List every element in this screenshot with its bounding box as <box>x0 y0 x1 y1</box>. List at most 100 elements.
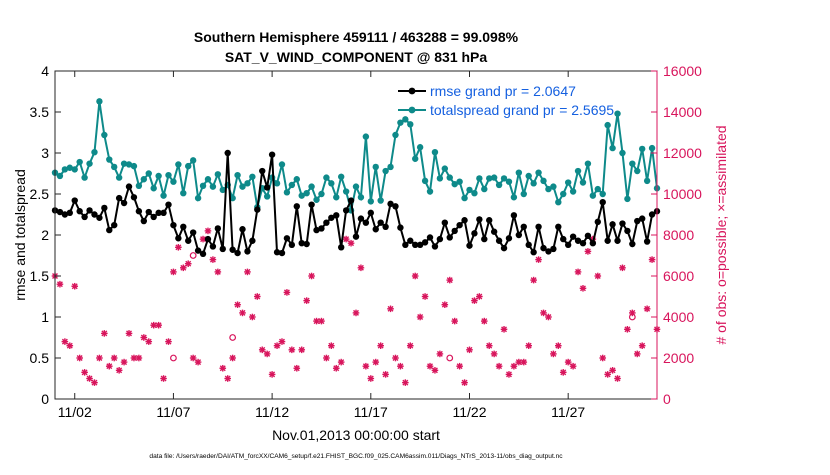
series-point-rmse <box>323 219 330 226</box>
series-point-rmse <box>273 249 281 256</box>
y-tick-label-left: 0 <box>41 391 49 407</box>
series-point-spread <box>180 189 187 197</box>
series-point-rmse <box>106 226 113 234</box>
series-point-spread <box>638 145 646 153</box>
series-point-rmse <box>505 235 513 242</box>
marker-stroke <box>505 371 512 378</box>
marker-stroke <box>234 301 241 308</box>
marker-stroke <box>481 318 488 325</box>
obs-assimilated-marker <box>194 358 202 366</box>
series-point-rmse <box>436 235 444 243</box>
series-point-rmse <box>234 249 241 257</box>
series-point-spread <box>456 178 463 185</box>
obs-assimilated-marker <box>125 330 133 337</box>
obs-assimilated-marker <box>609 367 616 374</box>
y-tick-label-right: 2000 <box>663 350 694 366</box>
x-tick-label: 11/17 <box>354 404 388 420</box>
obs-assimilated-marker <box>298 346 306 354</box>
marker-stroke <box>451 318 458 325</box>
series-point-spread <box>451 180 458 188</box>
series-point-rmse <box>387 200 394 208</box>
obs-assimilated-marker <box>495 362 503 370</box>
series-point-spread <box>357 194 365 201</box>
series-point-spread <box>515 169 523 176</box>
obs-assimilated-marker <box>175 244 182 251</box>
series-point-spread <box>500 175 508 182</box>
obs-assimilated-marker <box>199 235 207 243</box>
series-point-spread <box>199 182 207 189</box>
marker-stroke <box>288 346 295 353</box>
obs-assimilated-marker <box>357 264 365 272</box>
marker-stroke <box>338 359 345 366</box>
obs-assimilated-marker <box>530 276 537 284</box>
marker-stroke <box>323 355 330 361</box>
obs-assimilated-marker <box>624 326 631 333</box>
obs-assimilated-marker <box>140 334 148 341</box>
series-point-rmse <box>589 240 597 247</box>
series-point-rmse <box>451 227 458 235</box>
marker-stroke <box>560 369 567 376</box>
marker-stroke <box>510 363 517 370</box>
marker-stroke <box>175 244 182 251</box>
marker-stroke <box>190 355 197 361</box>
marker-stroke <box>624 326 631 333</box>
series-point-spread <box>249 173 256 180</box>
obs-assimilated-marker <box>402 379 409 386</box>
series-point-rmse <box>328 214 335 221</box>
obs-assimilated-marker <box>249 313 256 321</box>
marker-stroke <box>239 309 246 316</box>
marker-stroke <box>417 314 424 320</box>
series-point-spread <box>481 185 488 193</box>
data-file-footer: data file: /Users/raeder/DAI/ATM_forcXX/… <box>149 453 563 460</box>
marker-stroke <box>279 338 285 345</box>
marker-stroke <box>71 283 78 290</box>
obs-assimilated-marker <box>273 342 281 349</box>
obs-assimilated-marker <box>71 282 79 290</box>
series-point-spread <box>407 121 414 128</box>
series-point-rmse <box>170 221 177 229</box>
obs-assimilated-marker <box>258 346 266 354</box>
marker-stroke <box>180 264 187 271</box>
marker-stroke <box>446 277 453 284</box>
series-point-spread <box>244 180 251 187</box>
marker-stroke <box>150 322 157 329</box>
series-point-spread <box>155 172 162 180</box>
obs-assimilated-marker <box>525 342 533 349</box>
series-point-spread <box>387 163 394 171</box>
series-point-rmse <box>461 217 468 224</box>
series-point-rmse <box>111 221 118 229</box>
series-point-rmse <box>130 194 138 201</box>
obs-assimilated-marker <box>564 358 572 366</box>
obs-assimilated-marker <box>219 364 227 372</box>
marker-stroke <box>106 363 113 370</box>
series-point-rmse <box>244 248 251 255</box>
series-point-rmse <box>569 233 577 240</box>
obs-assimilated-marker <box>594 272 602 280</box>
series-point-rmse <box>648 211 656 218</box>
series-point-spread <box>392 131 399 139</box>
series-point-rmse <box>185 237 192 244</box>
obs-assimilated-marker <box>426 362 434 370</box>
series-point-rmse <box>392 203 399 210</box>
marker-stroke <box>209 256 216 263</box>
series-point-rmse <box>599 199 606 206</box>
series-point-spread <box>476 175 483 182</box>
chart-title-line1: Southern Hemisphere 459111 / 463288 = 99… <box>194 29 519 45</box>
series-point-rmse <box>416 241 424 249</box>
series-point-rmse <box>446 234 453 241</box>
series-point-spread <box>288 181 296 189</box>
marker-stroke <box>436 350 443 357</box>
obs-assimilated-marker <box>446 276 454 284</box>
obs-assimilated-marker <box>105 362 113 370</box>
y-tick-label-left: 3.5 <box>30 104 50 120</box>
series-point-spread <box>574 167 582 175</box>
marker-stroke <box>318 318 325 325</box>
marker-stroke <box>515 359 522 366</box>
obs-assimilated-marker <box>604 371 611 378</box>
series-point-rmse <box>579 240 587 247</box>
series-point-spread <box>604 121 611 129</box>
obs-assimilated-marker <box>254 293 261 300</box>
y-tick-label-left: 1 <box>41 309 49 325</box>
obs-assimilated-marker <box>406 342 414 349</box>
marker-stroke <box>431 367 438 374</box>
